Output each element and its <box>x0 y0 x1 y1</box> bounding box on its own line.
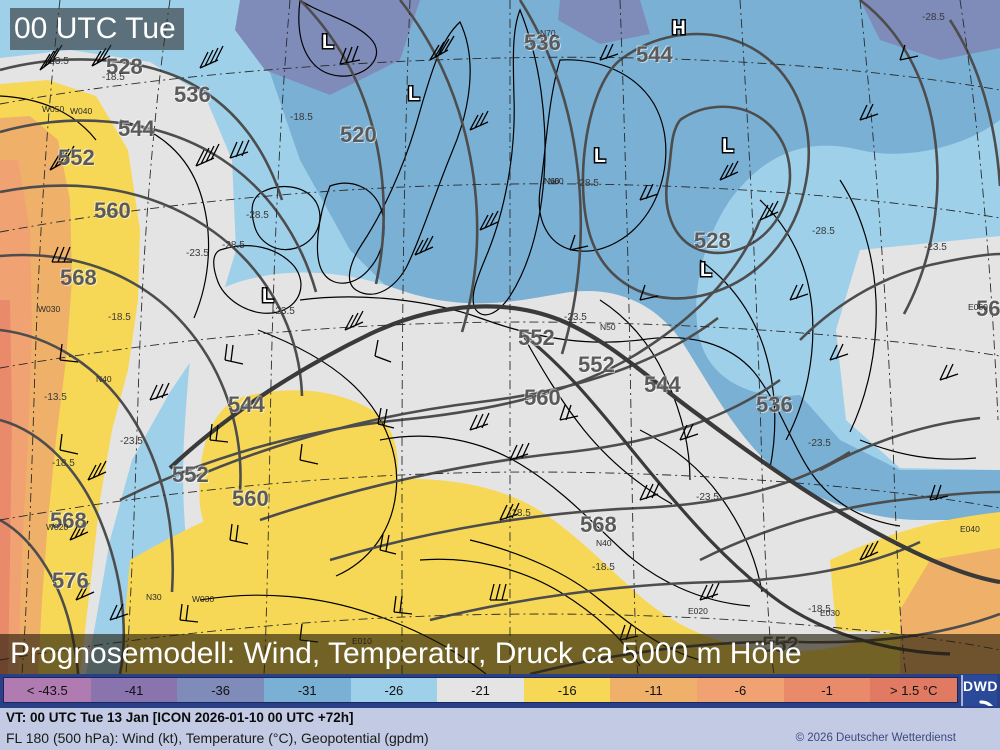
temp-band--16-south2 <box>199 390 398 579</box>
temp-band--1 <box>0 300 12 674</box>
colorbar-cell-5[interactable]: -21 <box>437 678 524 702</box>
temp-band--21-east <box>836 236 1000 470</box>
temperature-colorbar[interactable]: < -43.5 -41 -36 -31 -26 -21 -16 -11 -6 -1 > 1.5 °C <box>3 677 958 703</box>
colorbar-cell-8[interactable]: -6 <box>697 678 784 702</box>
valid-time-line: VT: 00 UTC Tue 13 Jan [ICON 2026-01-10 0… <box>6 710 354 725</box>
temp-band--36-n2 <box>558 0 650 44</box>
map-title-text: Prognosemodell: Wind, Temperatur, Druck … <box>10 637 802 670</box>
forecast-map[interactable]: 520 528 536 536 544 544 552 560 568 528 544 552 560 5… <box>0 0 1000 674</box>
colorbar-cell-10[interactable]: > 1.5 °C <box>870 678 958 702</box>
front-line <box>168 304 1000 585</box>
wind-barbs <box>39 35 959 643</box>
map-title-banner: Prognosemodell: Wind, Temperatur, Druck … <box>0 634 1000 674</box>
footer-info-bar: VT: 00 UTC Tue 13 Jan [ICON 2026-01-10 0… <box>0 706 1000 750</box>
temp-band--36-nw <box>235 0 420 95</box>
valid-time-badge-text: 00 UTC Tue <box>14 12 176 45</box>
colorbar-cell-1[interactable]: -41 <box>90 678 178 702</box>
colorbar-cell-2[interactable]: -36 <box>177 678 264 702</box>
valid-time-badge: 00 UTC Tue <box>10 8 184 50</box>
colorbar-cell-9[interactable]: -1 <box>783 678 871 702</box>
colorbar-cell-7[interactable]: -11 <box>610 678 698 702</box>
product-description-line: FL 180 (500 hPa): Wind (kt), Temperature… <box>6 730 429 746</box>
graticule <box>0 0 1000 674</box>
colorbar-container: < -43.5 -41 -36 -31 -26 -21 -16 -11 -6 -1 > 1.5 °C <box>0 674 1000 706</box>
colorbar-cell-4[interactable]: -26 <box>350 678 438 702</box>
copyright-text: © 2026 Deutscher Wetterdienst <box>795 732 956 744</box>
colorbar-cell-3[interactable]: -31 <box>263 678 351 702</box>
map-canvas <box>0 0 1000 674</box>
colorbar-cell-0[interactable]: < -43.5 <box>4 678 91 702</box>
colorbar-cell-6[interactable]: -16 <box>523 678 611 702</box>
dwd-logo-text: DWD <box>963 678 998 694</box>
